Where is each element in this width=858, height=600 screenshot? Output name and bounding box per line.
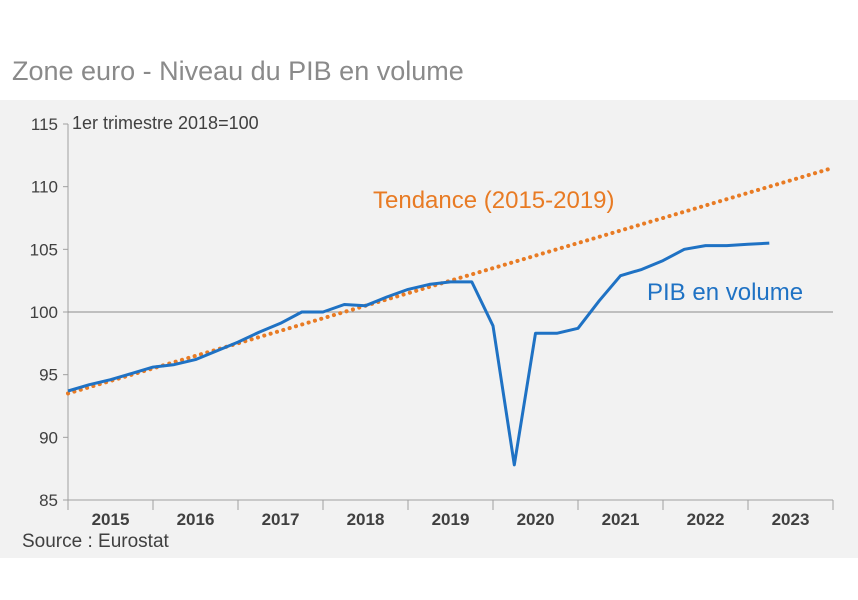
- x-tick-label: 2021: [602, 510, 640, 529]
- x-tick-label: 2020: [517, 510, 555, 529]
- y-tick-label: 100: [30, 303, 58, 322]
- trend-line: [66, 165, 835, 396]
- gdp-line: [67, 241, 770, 467]
- y-tick-label: 95: [39, 366, 58, 385]
- y-tick-label: 110: [31, 178, 58, 197]
- y-tick-label: 105: [30, 240, 58, 259]
- y-tick-label: 115: [31, 115, 58, 134]
- y-tick-label: 85: [39, 491, 58, 510]
- trend-series-label: Tendance (2015-2019): [373, 187, 615, 214]
- y-axis: 85 90 95 100 105 110 115: [30, 115, 833, 510]
- chart-panel: 85 90 95 100 105 110 115 2015 2016 2017 2018 2019 2…: [0, 100, 858, 558]
- x-axis: 2015 2016 2017 2018 2019 2020 2021 2022 2023: [67, 499, 834, 529]
- x-tick-label: 2017: [262, 510, 300, 529]
- x-tick-label: 2018: [347, 510, 385, 529]
- x-tick-label: 2016: [177, 510, 215, 529]
- unit-label: 1er trimestre 2018=100: [72, 113, 259, 133]
- x-tick-label: 2015: [92, 510, 130, 529]
- x-tick-label: 2022: [687, 510, 725, 529]
- x-tick-label: 2019: [432, 510, 470, 529]
- series-lines: [66, 165, 835, 467]
- y-tick-label: 90: [39, 428, 58, 447]
- page-title: Zone euro - Niveau du PIB en volume: [12, 56, 464, 86]
- source-label: Source : Eurostat: [22, 531, 170, 552]
- x-tick-label: 2023: [772, 510, 810, 529]
- gdp-series-label: PIB en volume: [647, 279, 803, 306]
